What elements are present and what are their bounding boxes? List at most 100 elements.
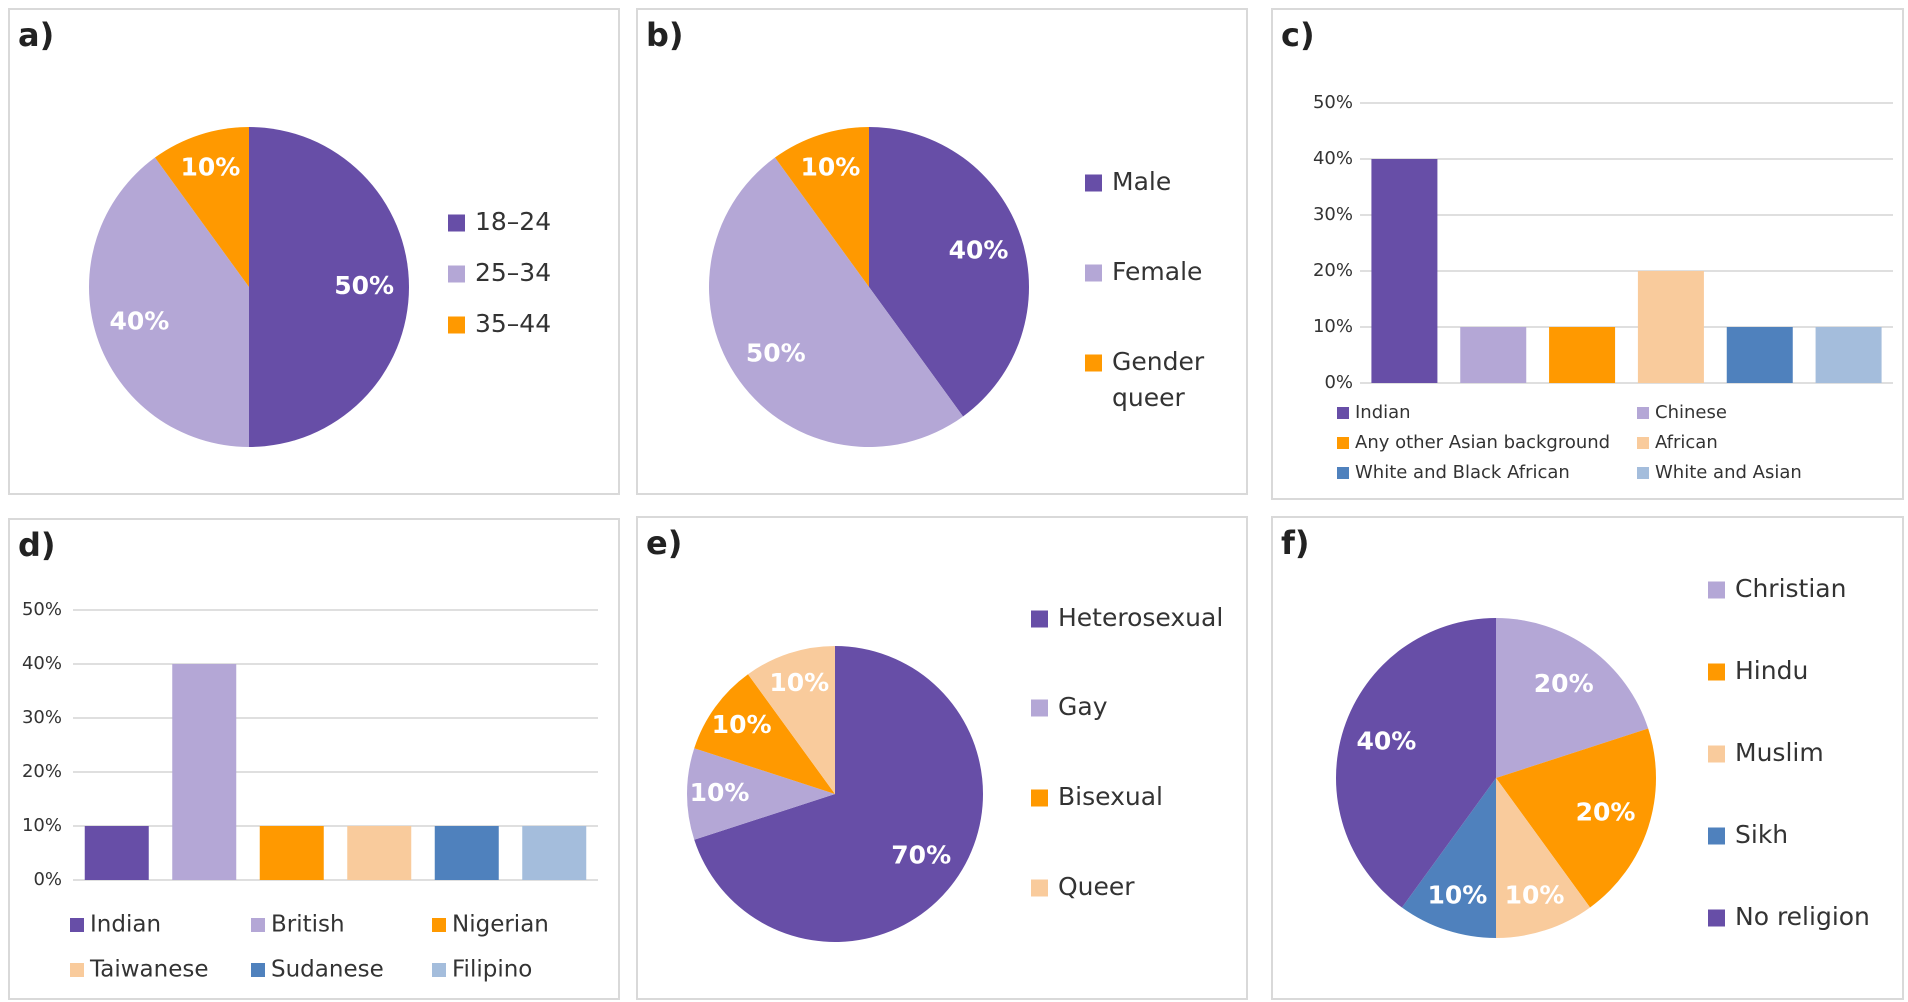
pie-value-label: 50%	[334, 271, 394, 300]
legend-label-white-and-black-african: White and Black African	[1355, 462, 1570, 483]
pie-value-label: 40%	[949, 235, 1009, 264]
pie-value-label: 10%	[1505, 881, 1565, 910]
nationality-bar-chart: 0% 10% 20% 30% 40% 50% Indian British Nigerian Ta…	[22, 599, 598, 983]
legend-label-gender-queer: Gender	[1112, 347, 1205, 376]
age-pie-chart: 50% 40% 10% 18–24 25–34 35–44	[89, 127, 551, 447]
panel-label: d)	[18, 526, 56, 564]
y-tick-label: 20%	[22, 761, 62, 782]
pie-value-label: 10%	[712, 710, 772, 739]
y-tick-label: 20%	[1313, 260, 1353, 281]
legend-swatch	[432, 963, 446, 977]
legend-label-18-24: 18–24	[475, 207, 551, 236]
y-tick-label: 0%	[1324, 372, 1353, 393]
panel-e: e) 70% 10% 10% 10% Heterosexual Gay Bisexual Qu…	[636, 516, 1248, 1000]
legend-label-african: African	[1655, 432, 1718, 453]
legend-swatch	[432, 918, 446, 932]
y-tick-label: 30%	[1313, 204, 1353, 225]
legend-swatch	[1708, 745, 1725, 763]
y-tick-label: 10%	[1313, 316, 1353, 337]
legend-swatch	[1031, 789, 1048, 807]
pie-value-label: 40%	[1357, 726, 1417, 755]
panel-label: e)	[646, 524, 683, 562]
legend-label-35-44: 35–44	[475, 309, 551, 338]
legend-swatch	[1031, 610, 1048, 628]
pie-slice-sikh	[1401, 778, 1496, 938]
pie-slice-25-34	[89, 157, 250, 447]
pie-value-label: 10%	[801, 152, 861, 181]
pie-value-label: 10%	[769, 668, 829, 697]
bar-indian	[1371, 159, 1438, 383]
gender-pie-chart: 40% 50% 10% Male Female Gender queer	[709, 127, 1205, 447]
y-tick-label: 0%	[33, 869, 62, 890]
pie-slice-female	[709, 157, 964, 447]
legend-swatch	[1708, 581, 1725, 599]
legend-swatch	[70, 918, 84, 932]
legend-swatch	[1337, 467, 1349, 479]
pie-slice-bisexual	[694, 674, 835, 794]
y-tick-label: 40%	[1313, 148, 1353, 169]
panel-a: a) 50% 40% 10% 18–24 25–34 35–44	[8, 8, 620, 495]
legend-label-filipino: Filipino	[452, 957, 532, 983]
legend-label-any-other-asian-background: Any other Asian background	[1355, 432, 1610, 453]
sexuality-pie-chart: 70% 10% 10% 10% Heterosexual Gay Bisexual Queer	[687, 603, 1223, 942]
pie-value-label: 70%	[891, 841, 951, 870]
bar-filipino	[522, 826, 587, 880]
bar-sudanese	[434, 826, 499, 880]
legend-swatch	[1708, 827, 1725, 845]
pie-slice-gay	[687, 748, 835, 840]
legend-label-female: Female	[1112, 257, 1202, 286]
legend-label-british: British	[271, 912, 345, 938]
legend-label-muslim: Muslim	[1735, 738, 1824, 767]
legend-swatch	[251, 963, 265, 977]
legend-label-nigerian: Nigerian	[452, 912, 549, 938]
panel-f: f) 20% 20% 10% 10% 40% Christian Hindu Muslim Si…	[1271, 516, 1904, 1000]
pie-value-label: 10%	[690, 778, 750, 807]
legend-label-chinese: Chinese	[1655, 402, 1727, 423]
ethnicity-bar-chart: 0% 10% 20% 30% 40% 50% Indian Chinese Any other …	[1313, 92, 1893, 483]
panel-d: d) 0% 10% 20% 30% 40% 50% Indian British Nigeria…	[8, 518, 620, 1000]
pie-slice-heterosexual	[694, 646, 983, 942]
legend-swatch	[448, 214, 465, 232]
legend-label-25-34: 25–34	[475, 258, 551, 287]
bar-indian	[84, 826, 149, 880]
pie-slice-male	[869, 127, 1029, 417]
legend-label-gender-queer: queer	[1112, 383, 1185, 412]
panel-c: c) 0% 10% 20% 30% 40% 50% Indian Chinese Any oth…	[1271, 8, 1904, 500]
pie-slice-18-24	[249, 127, 409, 447]
legend-swatch	[448, 265, 465, 283]
legend-label-male: Male	[1112, 167, 1171, 196]
bar-white-and-black-african	[1726, 327, 1793, 383]
legend-swatch	[1708, 663, 1725, 681]
legend-swatch	[1637, 467, 1649, 479]
legend-label-indian: Indian	[90, 912, 161, 938]
legend-label-sudanese: Sudanese	[271, 957, 384, 983]
pie-slice-christian	[1496, 618, 1649, 778]
y-tick-label: 50%	[1313, 92, 1353, 113]
bar-nigerian	[259, 826, 324, 880]
y-tick-label: 40%	[22, 653, 62, 674]
legend-label-gay: Gay	[1058, 692, 1108, 721]
legend-swatch	[1637, 407, 1649, 419]
legend-swatch	[1031, 879, 1048, 897]
pie-slice-no-religion	[1336, 618, 1496, 908]
legend-label-queer: Queer	[1058, 872, 1135, 901]
pie-value-label: 40%	[110, 307, 170, 336]
y-tick-label: 50%	[22, 599, 62, 620]
legend-label-sikh: Sikh	[1735, 820, 1788, 849]
bar-taiwanese	[347, 826, 412, 880]
legend-label-heterosexual: Heterosexual	[1058, 603, 1223, 632]
legend-label-bisexual: Bisexual	[1058, 782, 1163, 811]
legend-swatch	[1031, 699, 1048, 717]
religion-pie-chart: 20% 20% 10% 10% 40% Christian Hindu Muslim Sikh N…	[1336, 574, 1870, 938]
legend-swatch	[1708, 909, 1725, 927]
bar-african	[1637, 271, 1704, 383]
legend-label-no-religion: No religion	[1735, 902, 1870, 931]
bar-any-other-asian-background	[1549, 327, 1616, 383]
legend-label-white-and-asian: White and Asian	[1655, 462, 1802, 483]
legend-label-taiwanese: Taiwanese	[89, 957, 209, 983]
legend-swatch	[1337, 437, 1349, 449]
legend-swatch	[448, 316, 465, 334]
pie-slice-35-44	[154, 127, 249, 287]
legend-swatch	[1637, 437, 1649, 449]
bar-chinese	[1460, 327, 1527, 383]
